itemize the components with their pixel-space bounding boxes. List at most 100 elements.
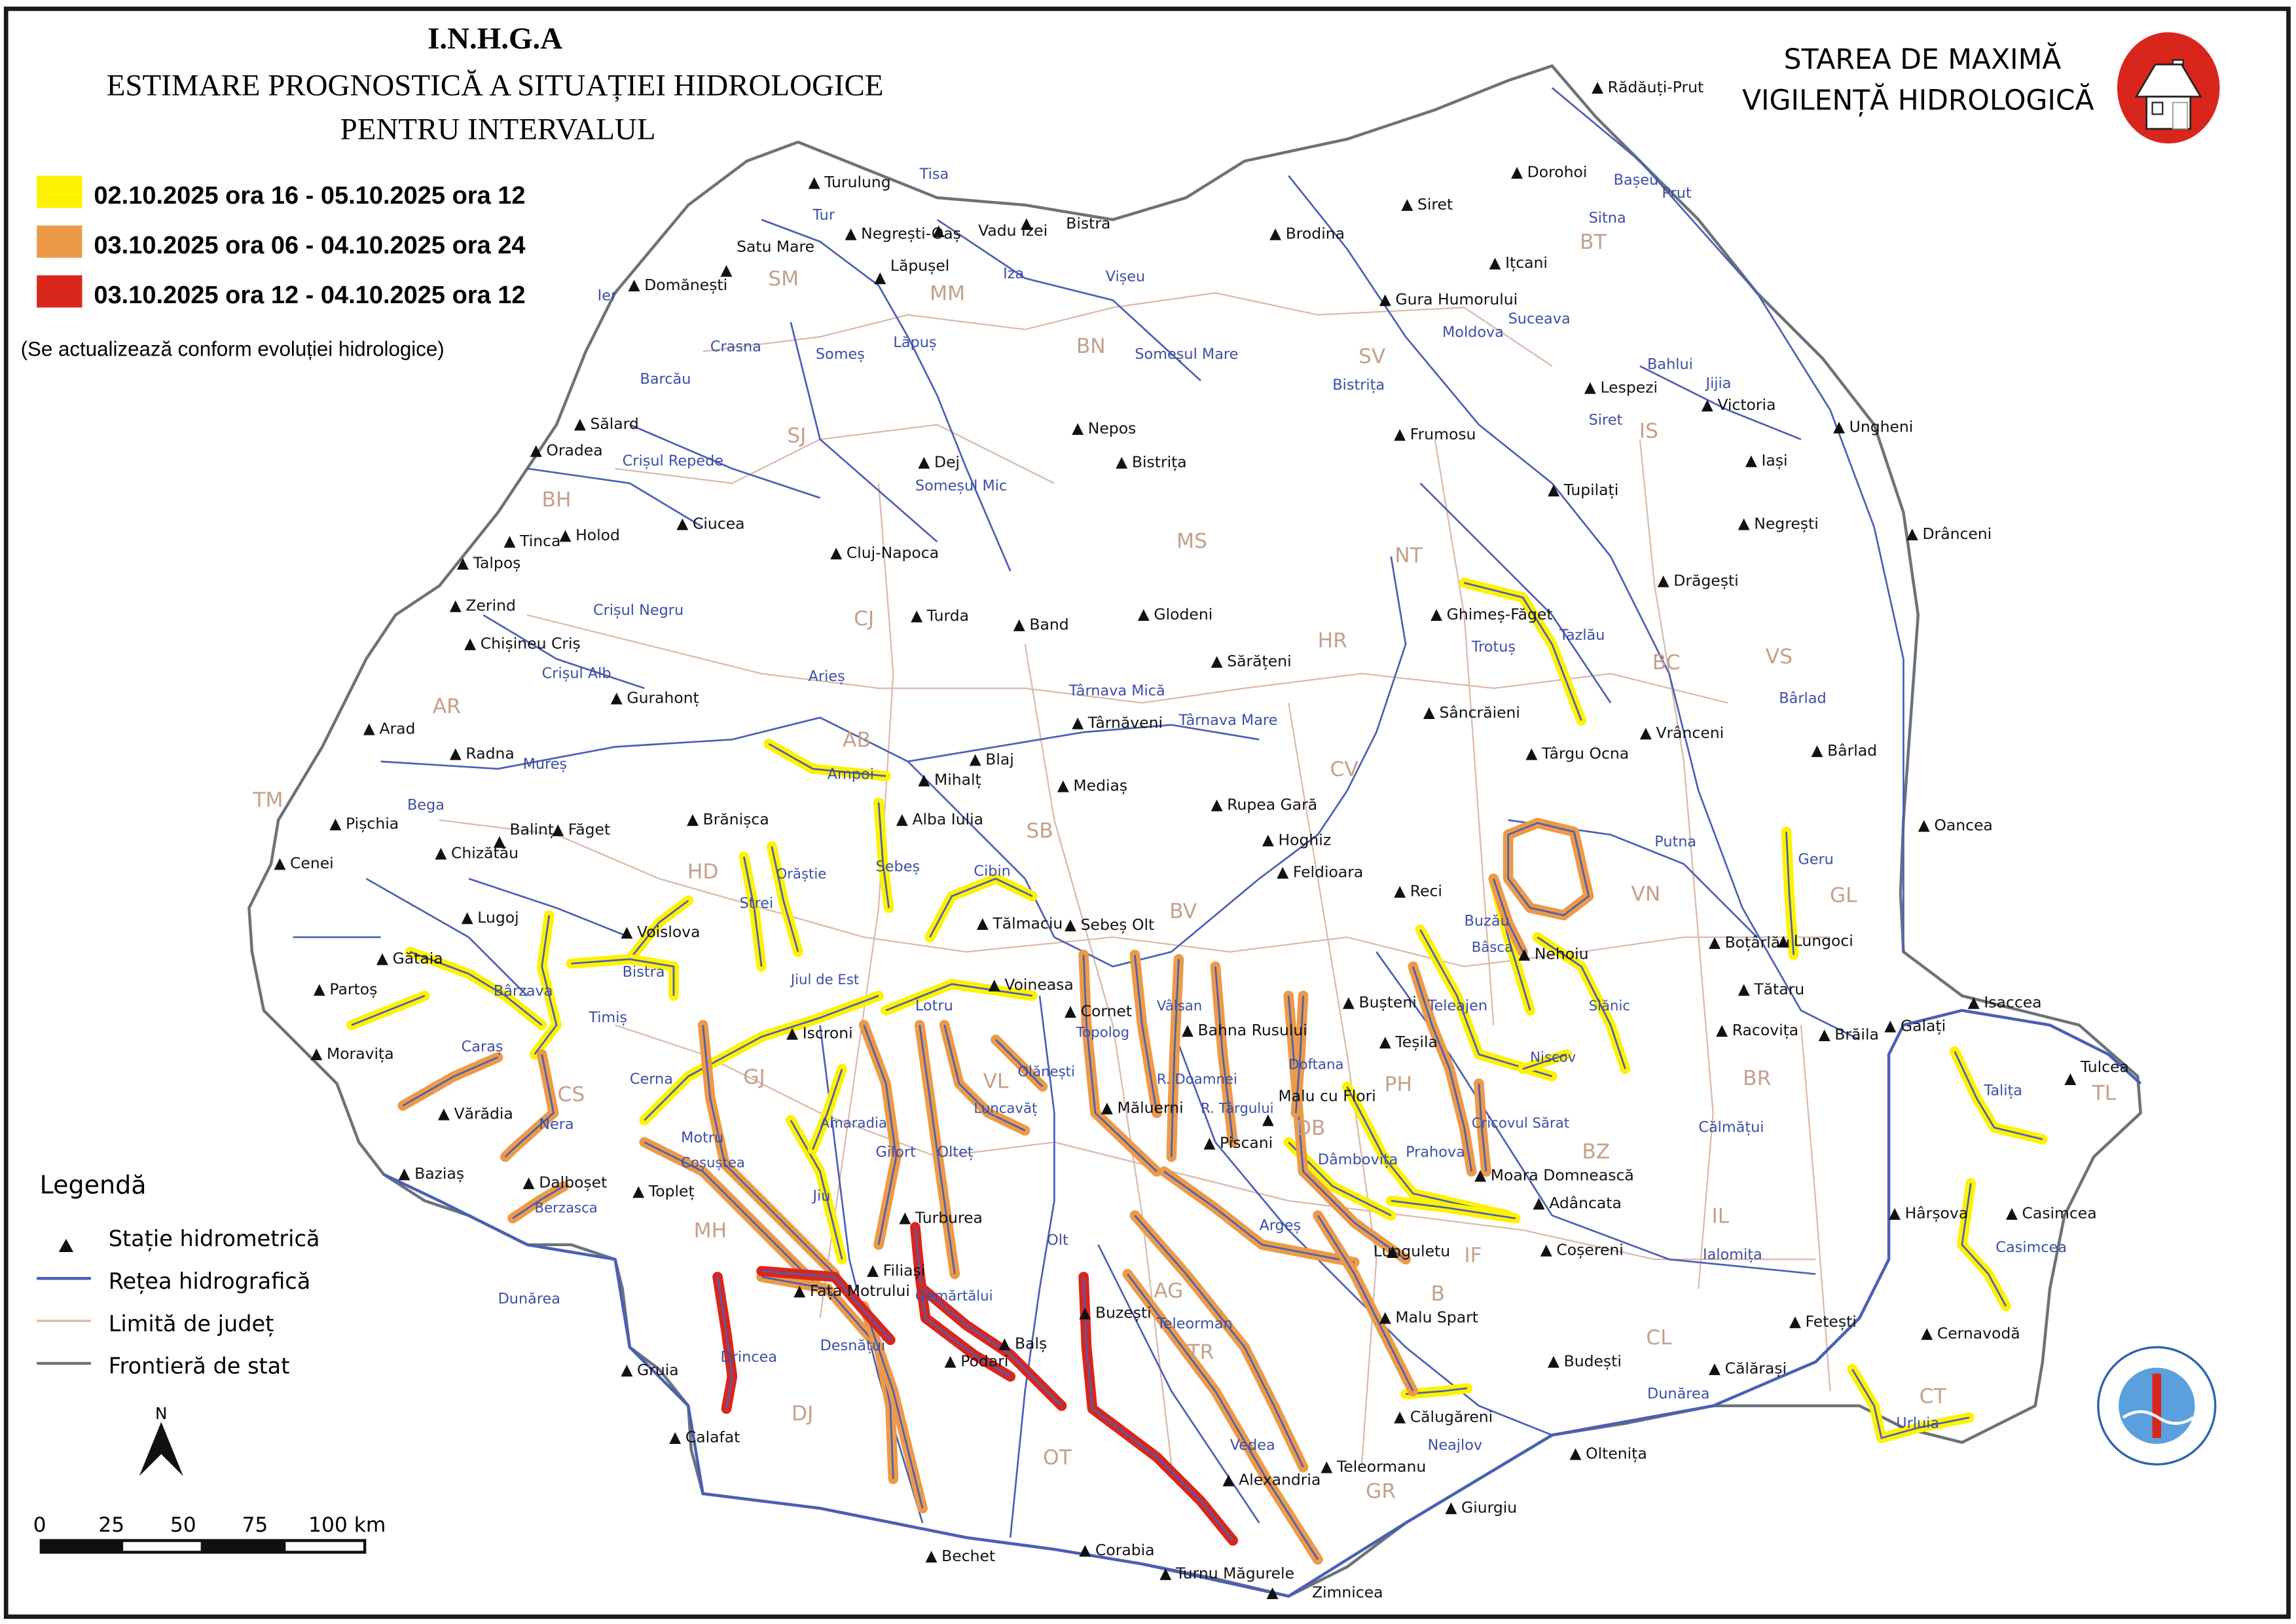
station-name: Cenei	[290, 854, 334, 872]
hydrometric-station: Calafat	[669, 1428, 740, 1447]
county-code: IS	[1639, 420, 1658, 443]
station-triangle-icon	[1918, 820, 1930, 832]
yellow-warning-river-segment	[405, 946, 547, 1031]
station-triangle-icon	[1884, 1020, 1897, 1033]
legend-label-rivers: Rețea hidrografică	[109, 1268, 311, 1295]
station-triangle-icon	[976, 918, 989, 931]
hydrometric-station: Oancea	[1918, 816, 1993, 834]
station-name: Turulung	[824, 173, 890, 191]
north-label: N	[155, 1404, 167, 1423]
interval-swatch-red	[37, 275, 82, 308]
river-label: Trotuș	[1471, 638, 1516, 655]
hydrometric-station: Tulcea	[2064, 1058, 2129, 1086]
hazard-rivers-layer	[346, 578, 2048, 1565]
station-name: Rădăuți-Prut	[1608, 78, 1704, 96]
hydrometric-station: Gruia	[621, 1361, 679, 1379]
county-code: MS	[1176, 529, 1207, 553]
station-triangle-icon	[1745, 455, 1757, 468]
hydrometric-station: Chizătău	[435, 843, 519, 862]
red-warning-river-segment	[1078, 1272, 1239, 1546]
station-name: Zerind	[465, 597, 515, 615]
hydrometric-station: Vadu Izei	[932, 221, 1048, 240]
station-triangle-icon	[1518, 949, 1531, 961]
station-name: Radna	[465, 744, 514, 762]
river-label: Someș	[816, 346, 865, 363]
yellow-warning-river-segment	[346, 990, 430, 1031]
county-code: OT	[1043, 1446, 1072, 1469]
hydrometric-station: Cenei	[274, 854, 334, 872]
station-name: Malu cu Flori	[1279, 1087, 1376, 1105]
yellow-warning-river-segment	[1400, 1383, 1472, 1399]
station-triangle-icon	[1072, 717, 1084, 729]
orange-warning-river-segment	[1166, 953, 1184, 1162]
station-triangle-icon	[1262, 1114, 1274, 1126]
hydrometric-station: Domănești	[628, 276, 727, 294]
station-triangle-icon	[918, 774, 930, 786]
station-name: Târgu Ocna	[1541, 744, 1629, 762]
station-triangle-icon	[1203, 1137, 1216, 1150]
station-name: Lunguletu	[1374, 1242, 1450, 1261]
hydrometric-station: Sălard	[574, 415, 639, 433]
hydrometric-station: Holod	[559, 526, 620, 544]
yellow-warning-river-segment	[625, 895, 694, 965]
hydrometric-station: Turda	[911, 606, 969, 625]
station-name: Hârșova	[1905, 1204, 1969, 1223]
station-triangle-icon	[1159, 1568, 1172, 1580]
station-name: Giurgiu	[1461, 1498, 1517, 1517]
station-triangle-icon	[58, 1238, 74, 1252]
station-name: Brănișca	[703, 810, 769, 828]
orange-warning-river-segment	[1283, 990, 1411, 1265]
hazard-river-label: Bâsca	[1472, 940, 1513, 956]
hydrometric-station: Cernavodă	[1921, 1324, 2020, 1342]
station-triangle-icon	[435, 847, 447, 860]
station-triangle-icon	[2064, 1073, 2077, 1086]
station-triangle-icon	[1222, 1474, 1235, 1486]
hydrometric-station: Tălmaciu	[976, 914, 1063, 932]
river-label: Bega	[407, 797, 445, 814]
station-name: Călugăreni	[1410, 1407, 1493, 1426]
hazard-river-label: Berzasca	[535, 1200, 598, 1217]
station-name: Moravița	[327, 1044, 394, 1063]
station-triangle-icon	[461, 912, 473, 925]
river-label: Motru	[681, 1129, 723, 1146]
hydrometric-station: Sărățeni	[1211, 652, 1292, 670]
hydrometric-station: Coșereni	[1540, 1240, 1624, 1259]
river-label: Ialomița	[1703, 1246, 1762, 1263]
orange-warning-river-segment	[1313, 1210, 1419, 1397]
orange-warning-river-segment	[697, 1020, 840, 1280]
yellow-warning-river-segment	[786, 1115, 847, 1265]
station-name: Gruia	[637, 1361, 679, 1379]
station-triangle-icon	[1540, 1244, 1552, 1257]
yellow-warning-river-segment	[639, 990, 884, 1126]
station-name: Vrânceni	[1656, 724, 1724, 742]
station-triangle-icon	[456, 558, 469, 570]
river-label: Argeș	[1259, 1217, 1301, 1234]
hazard-river-label: Jiul de Est	[790, 972, 859, 988]
hydrometric-station: Turnu Măgurele	[1159, 1564, 1294, 1583]
station-triangle-icon	[1262, 834, 1274, 847]
yellow-warning-river-segment	[1847, 1364, 1975, 1443]
station-name: Balinț	[509, 821, 554, 839]
station-triangle-icon	[1101, 1102, 1113, 1115]
station-name: Tulcea	[2080, 1058, 2129, 1076]
scale-tick-75: 75	[242, 1513, 268, 1537]
station-triangle-icon	[808, 177, 820, 189]
hydrometric-station: Chișineu Criș	[464, 635, 581, 653]
station-triangle-icon	[1569, 1448, 1582, 1460]
station-triangle-icon	[1889, 1208, 1901, 1220]
station-triangle-icon	[720, 265, 733, 277]
hazard-river-label: Vâlsan	[1157, 998, 1202, 1014]
orange-warning-river-segment	[991, 1034, 1048, 1092]
orange-warning-river-segment	[1122, 1268, 1323, 1565]
station-triangle-icon	[1592, 82, 1603, 94]
river-network	[293, 87, 1904, 1538]
station-name: Baziaș	[414, 1164, 464, 1183]
scale-tick-100: 100 km	[308, 1513, 386, 1537]
yellow-warning-river-segment	[1385, 1195, 1521, 1224]
map-legend: Legendă Stație hidrometrică Rețea hidrog…	[33, 1171, 386, 1554]
hydrometric-station: Bușteni	[1342, 993, 1417, 1012]
river-label: Geru	[1798, 851, 1833, 868]
station-name: Reci	[1410, 882, 1442, 900]
hydrometric-station: Călugăreni	[1394, 1407, 1493, 1426]
